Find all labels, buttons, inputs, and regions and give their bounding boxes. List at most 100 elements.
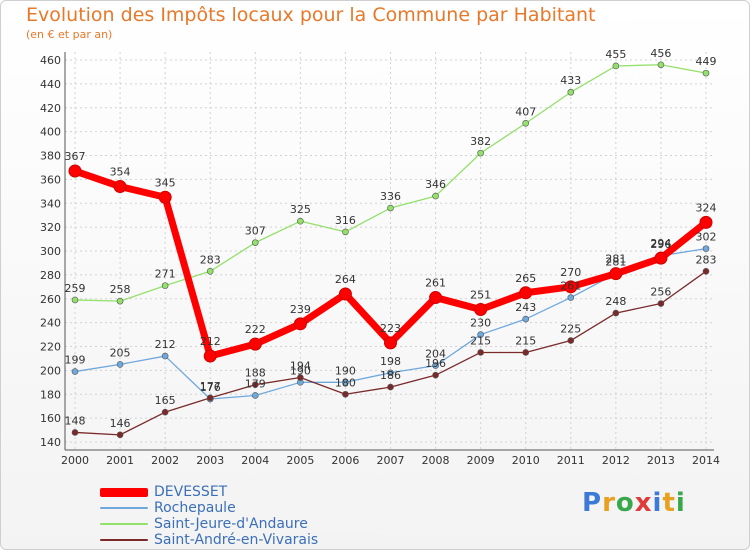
data-point [609,267,623,281]
axis-layer: 140 160 180 200 220 240 260 280 300 320 340 360 380 4… [40,52,720,467]
data-label: 199 [65,354,86,367]
data-point [71,368,79,375]
data-point [522,349,530,356]
data-label: 346 [425,178,446,191]
logo-letter: t [662,488,676,518]
data-label: 248 [605,295,626,308]
data-label: 281 [605,253,626,266]
x-tick-label: 2014 [692,454,720,467]
x-tick-label: 2001 [106,454,134,467]
data-point [203,349,217,363]
data-label: 205 [110,346,131,359]
data-point [251,381,259,389]
data-point [342,379,349,386]
y-tick-label: 140 [40,436,61,449]
data-point [702,245,710,252]
data-label: 259 [65,282,86,295]
data-label: 294 [650,237,671,250]
data-point [702,69,710,77]
data-point [429,291,443,305]
x-tick-label: 2008 [422,454,450,467]
data-label: 258 [110,283,131,296]
data-point [161,282,169,289]
data-point [657,300,665,307]
data-label: 204 [425,348,446,361]
legend-swatch [100,523,148,525]
data-point [206,394,214,402]
data-label: 283 [696,253,717,266]
x-tick-label: 2011 [557,454,585,467]
data-label: 243 [515,301,536,314]
x-tick-label: 2006 [331,454,359,467]
data-point [432,362,439,369]
data-label: 296 [650,238,671,251]
logo-letter: P [582,488,603,518]
data-label: 212 [155,338,176,351]
data-label: 198 [380,355,401,368]
y-tick-label: 160 [40,412,61,425]
legend-label: Saint-André-en-Vivarais [154,532,319,548]
data-point [293,317,307,331]
data-point [342,228,349,236]
data-label: 177 [200,380,221,393]
data-label: 215 [515,334,536,347]
data-point [68,164,82,178]
x-tick-label: 2012 [602,454,630,467]
data-label: 222 [245,323,266,336]
data-label: 196 [425,357,446,370]
legend-label: Rochepaule [154,500,236,516]
legend-swatch [100,507,148,509]
chart-subtitle: (en € et par an) [26,28,113,41]
data-point [432,192,439,200]
x-tick-label: 2010 [512,454,540,467]
data-point [654,251,668,265]
data-label: 456 [650,47,671,60]
y-tick-label: 440 [40,78,61,91]
data-label: 265 [515,272,536,285]
data-point [474,302,488,316]
data-point [297,374,304,381]
x-tick-label: 2013 [647,454,675,467]
data-point [338,287,352,301]
data-point [477,349,484,356]
data-point [113,180,127,194]
x-tick-label: 2004 [241,454,269,467]
data-point [702,267,710,275]
data-label: 449 [696,55,717,68]
data-label: 256 [650,286,671,299]
data-label: 194 [290,360,311,373]
grid-layer [65,52,714,450]
data-point [116,297,124,305]
logo-letter: r [602,488,616,518]
logo-letter: i [652,488,663,518]
data-point [71,429,79,436]
y-tick-label: 300 [40,245,61,258]
logo-letter: x [634,488,653,518]
data-label: 354 [110,166,131,179]
data-label: 455 [605,48,626,61]
data-point [161,352,169,360]
y-tick-label: 380 [40,150,61,163]
y-tick-label: 400 [40,126,61,139]
y-tick-label: 360 [40,173,61,186]
data-label: 186 [380,369,401,382]
y-tick-label: 240 [40,317,61,330]
data-point [522,315,530,323]
data-label: 325 [290,203,311,216]
label-layer: 199 205 212 176 179 190 190 198 204 230 243 261 281 2… [65,47,717,430]
data-label: 165 [155,394,176,407]
data-label: 188 [245,367,266,380]
legend-label: DEVESSET [154,484,228,500]
data-label: 176 [200,381,221,394]
data-point [387,383,394,391]
data-point [522,119,530,127]
data-point [567,337,575,344]
y-tick-label: 220 [40,341,61,354]
y-tick-label: 340 [40,197,61,210]
data-label: 271 [155,268,176,281]
legend-swatch [100,539,148,541]
data-point [387,369,394,377]
series-layer [68,61,713,439]
x-tick-label: 2007 [377,454,405,467]
